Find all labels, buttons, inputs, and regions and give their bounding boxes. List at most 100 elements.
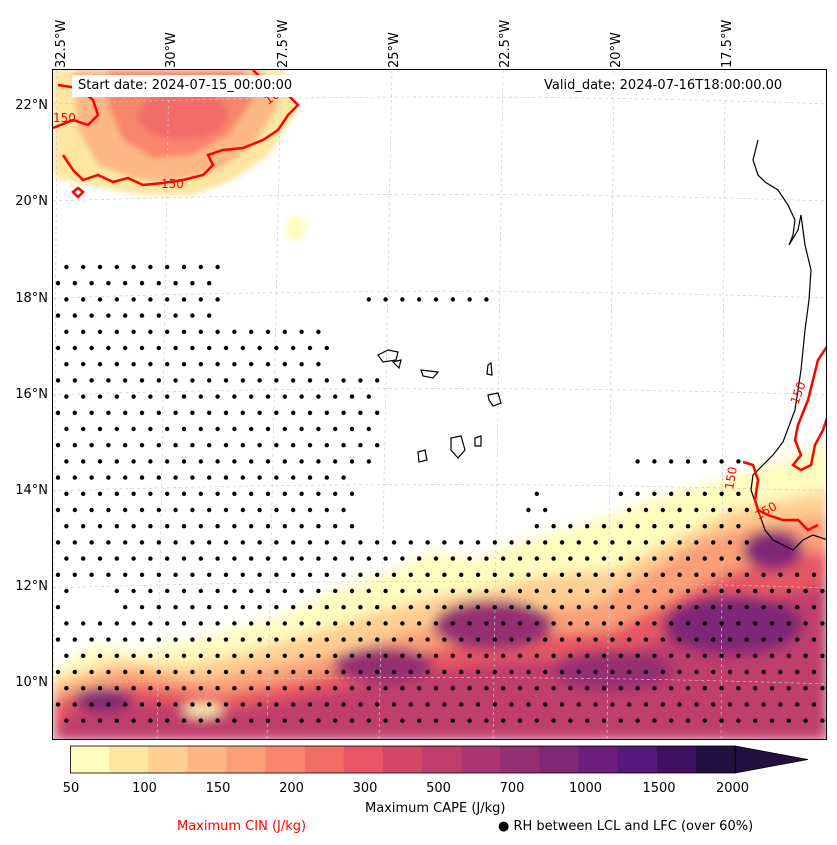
rh-dot <box>139 443 145 448</box>
rh-dot <box>240 443 245 448</box>
rh-dot <box>291 345 296 351</box>
coastline <box>377 139 826 551</box>
rh-dot <box>501 686 506 691</box>
rh-dot <box>635 718 640 723</box>
rh-dot <box>711 605 716 610</box>
rh-dot <box>139 345 145 351</box>
rh-dot <box>652 653 657 658</box>
rh-dot <box>366 426 371 432</box>
rh-dot <box>669 653 674 658</box>
rh-dot <box>198 426 203 432</box>
rh-dot <box>291 410 296 415</box>
rh-dot <box>131 718 136 723</box>
rh-dot <box>669 556 674 561</box>
rh-dot <box>660 572 665 577</box>
rh-dot <box>97 686 103 691</box>
rh-dot <box>475 605 481 610</box>
rh-dot <box>769 653 775 658</box>
colorbar-tick-label: 1500 <box>642 781 676 796</box>
rh-dot <box>744 669 749 675</box>
rh-dot <box>383 718 388 723</box>
rh-dot <box>568 588 573 594</box>
rh-dot <box>249 588 254 594</box>
rh-dot <box>643 572 649 577</box>
colorbar-extend-arrow <box>734 745 809 774</box>
rh-dot <box>568 556 573 561</box>
lon-label-17-5w: 17.5°W <box>720 19 735 68</box>
rh-dot <box>198 264 203 270</box>
rh-dot <box>375 540 380 545</box>
rh-dot <box>148 524 153 529</box>
rh-dot <box>652 588 657 594</box>
rh-dot <box>257 669 262 675</box>
rh-dot <box>165 264 170 270</box>
rh-dot <box>391 702 397 707</box>
rh-dot <box>543 540 548 545</box>
rh-dot <box>114 686 119 691</box>
rh-dot <box>450 297 455 302</box>
rh-dot <box>366 621 371 626</box>
rh-dot <box>492 702 497 707</box>
rh-dot <box>341 507 346 513</box>
rh-dot <box>652 621 657 626</box>
rh-dot <box>366 588 371 594</box>
rh-dot <box>55 572 61 577</box>
rh-dot <box>97 556 103 561</box>
rh-dot <box>475 637 481 642</box>
rh-dot <box>123 281 128 286</box>
rh-dot <box>123 637 128 642</box>
rh-dot <box>753 686 758 691</box>
rh-dot <box>64 556 69 561</box>
rh-dot <box>534 588 539 594</box>
rh-dot <box>131 524 136 529</box>
rh-dot <box>215 653 220 658</box>
rh-dot <box>509 572 514 577</box>
rh-dot <box>123 443 128 448</box>
colorbar-swatch <box>617 746 658 773</box>
rh-dot <box>585 588 590 594</box>
rh-dot <box>249 524 254 529</box>
rh-dot <box>106 702 111 707</box>
rh-dot <box>391 605 397 610</box>
rh-dot <box>459 605 464 610</box>
rh-dot <box>299 329 304 334</box>
rh-dot <box>131 394 136 399</box>
rh-dot <box>106 378 111 383</box>
rh-dot <box>803 621 808 626</box>
colorbar-swatch <box>539 746 580 773</box>
rh-dot <box>232 588 237 594</box>
rh-dot <box>467 686 472 691</box>
rh-dot <box>694 605 699 610</box>
rh-dot <box>358 669 363 675</box>
rh-dot <box>232 362 237 367</box>
rh-dot <box>207 605 212 610</box>
rh-dot <box>123 702 128 707</box>
rh-dot <box>618 653 623 658</box>
rh-dot <box>106 637 111 642</box>
colorbar-tick-label: 500 <box>426 781 451 796</box>
rh-dot <box>366 394 371 399</box>
rh-dot <box>677 572 682 577</box>
rh-dot <box>114 362 119 367</box>
rh-dot <box>484 718 489 723</box>
rh-dot <box>198 588 203 594</box>
rh-dot <box>307 378 313 383</box>
rh-dot <box>114 297 119 302</box>
rh-dot <box>299 588 304 594</box>
rh-dot <box>81 394 86 399</box>
rh-dot <box>358 443 363 448</box>
rh-dot <box>635 621 640 626</box>
rh-dot <box>72 507 77 513</box>
rh-dot <box>442 669 447 675</box>
rh-dot <box>307 572 313 577</box>
rh-dot <box>635 653 640 658</box>
rh-dot <box>803 653 808 658</box>
rh-dot <box>291 605 296 610</box>
rh-dot <box>223 540 229 545</box>
rh-dot <box>307 605 313 610</box>
rh-dot <box>89 410 94 415</box>
rh-dot <box>568 621 573 626</box>
rh-dot <box>190 475 195 480</box>
rh-dot <box>131 459 136 464</box>
rh-dot <box>576 572 581 577</box>
